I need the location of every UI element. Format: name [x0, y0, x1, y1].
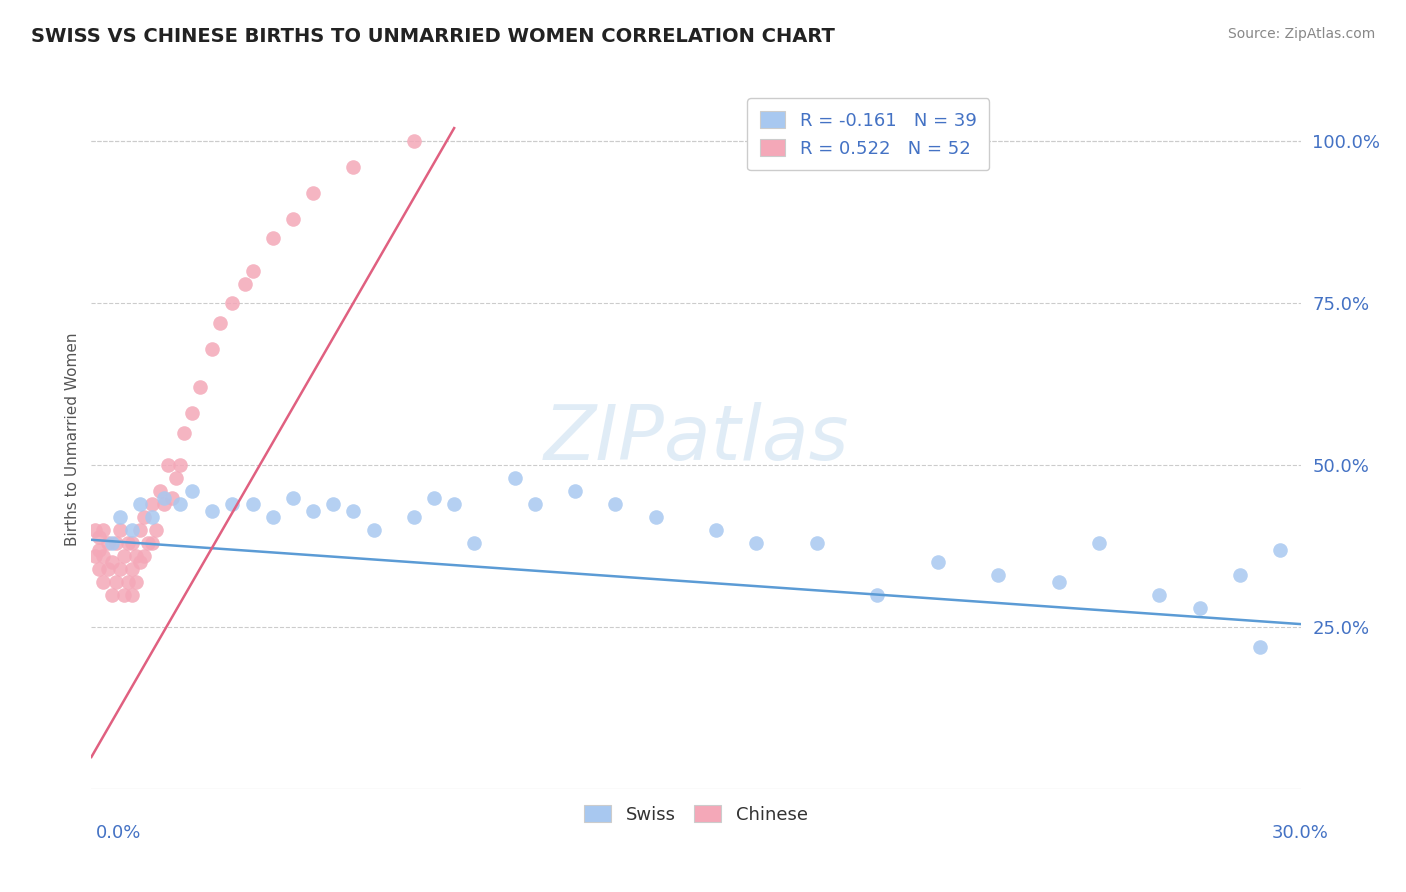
Point: [866, 588, 889, 602]
Point: [89, 530, 111, 544]
Point: [93, 549, 115, 563]
Point: [128, 497, 150, 511]
Point: [121, 536, 143, 550]
Point: [402, 134, 425, 148]
Point: [262, 231, 284, 245]
Point: [342, 160, 364, 174]
Point: [132, 510, 155, 524]
Point: [745, 536, 768, 550]
Point: [108, 523, 131, 537]
Point: [141, 536, 163, 550]
Point: [1249, 640, 1271, 654]
Point: [100, 536, 122, 550]
Point: [1188, 600, 1211, 615]
Text: Source: ZipAtlas.com: Source: ZipAtlas.com: [1227, 27, 1375, 41]
Point: [302, 503, 325, 517]
Point: [153, 497, 176, 511]
Point: [128, 556, 150, 570]
Point: [1229, 568, 1251, 582]
Point: [605, 497, 627, 511]
Point: [704, 523, 727, 537]
Point: [89, 562, 111, 576]
Point: [806, 536, 828, 550]
Point: [262, 510, 284, 524]
Point: [503, 471, 526, 485]
Point: [125, 549, 148, 563]
Point: [117, 574, 139, 589]
Point: [363, 523, 385, 537]
Point: [93, 574, 115, 589]
Point: [173, 425, 195, 440]
Point: [242, 497, 264, 511]
Point: [96, 536, 118, 550]
Point: [169, 458, 191, 473]
Point: [644, 510, 666, 524]
Point: [121, 523, 143, 537]
Point: [89, 542, 111, 557]
Text: 30.0%: 30.0%: [1272, 824, 1329, 842]
Point: [104, 574, 127, 589]
Point: [108, 510, 131, 524]
Point: [1149, 588, 1171, 602]
Point: [121, 588, 143, 602]
Point: [221, 296, 243, 310]
Point: [84, 549, 107, 563]
Point: [169, 497, 191, 511]
Point: [443, 497, 465, 511]
Point: [153, 491, 176, 505]
Point: [108, 562, 131, 576]
Text: ZIPatlas: ZIPatlas: [543, 402, 849, 476]
Point: [93, 523, 115, 537]
Point: [117, 536, 139, 550]
Point: [221, 497, 243, 511]
Point: [156, 458, 179, 473]
Point: [84, 523, 107, 537]
Point: [125, 574, 148, 589]
Point: [112, 588, 135, 602]
Point: [1270, 542, 1292, 557]
Point: [100, 588, 122, 602]
Point: [149, 484, 172, 499]
Point: [201, 503, 224, 517]
Point: [141, 510, 163, 524]
Point: [96, 562, 118, 576]
Point: [523, 497, 546, 511]
Point: [1047, 574, 1070, 589]
Y-axis label: Births to Unmarried Women: Births to Unmarried Women: [65, 333, 80, 546]
Point: [987, 568, 1010, 582]
Point: [342, 503, 364, 517]
Point: [281, 211, 304, 226]
Point: [188, 380, 211, 394]
Text: SWISS VS CHINESE BIRTHS TO UNMARRIED WOMEN CORRELATION CHART: SWISS VS CHINESE BIRTHS TO UNMARRIED WOM…: [31, 27, 835, 45]
Point: [322, 497, 344, 511]
Point: [242, 264, 264, 278]
Point: [160, 491, 183, 505]
Point: [112, 549, 135, 563]
Point: [1088, 536, 1111, 550]
Point: [423, 491, 446, 505]
Point: [402, 510, 425, 524]
Text: 0.0%: 0.0%: [96, 824, 141, 842]
Point: [145, 523, 167, 537]
Point: [927, 556, 949, 570]
Point: [564, 484, 586, 499]
Point: [132, 549, 155, 563]
Point: [104, 536, 127, 550]
Point: [181, 406, 204, 420]
Point: [121, 562, 143, 576]
Point: [165, 471, 187, 485]
Point: [209, 316, 232, 330]
Point: [201, 342, 224, 356]
Point: [233, 277, 256, 291]
Point: [302, 186, 325, 200]
Legend: Swiss, Chinese: Swiss, Chinese: [578, 797, 814, 830]
Point: [100, 556, 122, 570]
Point: [281, 491, 304, 505]
Point: [463, 536, 485, 550]
Point: [181, 484, 204, 499]
Point: [128, 523, 150, 537]
Point: [141, 497, 163, 511]
Point: [136, 536, 159, 550]
